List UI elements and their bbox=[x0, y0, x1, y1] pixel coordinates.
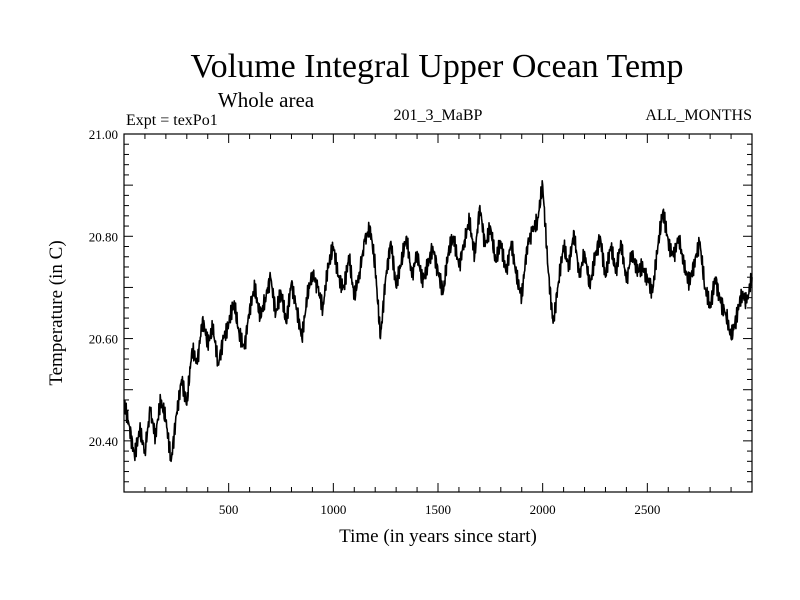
chart-title: Volume Integral Upper Ocean Temp bbox=[191, 48, 684, 85]
y-tick-label: 20.40 bbox=[89, 434, 118, 449]
temperature-series-line bbox=[123, 180, 753, 463]
y-tick-label: 21.00 bbox=[89, 127, 118, 142]
x-tick-label: 1500 bbox=[425, 502, 451, 517]
x-axis-ticks: 500 1000 1500 2000 2500 bbox=[144, 134, 732, 517]
y-tick-label: 20.80 bbox=[89, 229, 118, 244]
y-axis-ticks: 20.40 20.60 20.80 21.00 bbox=[89, 127, 752, 493]
x-axis-label: Time (in years since start) bbox=[339, 526, 537, 547]
run-label: 201_3_MaBP bbox=[394, 107, 483, 124]
x-tick-label: 500 bbox=[219, 502, 239, 517]
plot-frame bbox=[123, 133, 753, 493]
y-axis-label: Temperature (in C) bbox=[46, 240, 67, 385]
x-tick-label: 2000 bbox=[530, 502, 556, 517]
chart-subtitle: Whole area bbox=[218, 88, 315, 112]
x-tick-label: 1000 bbox=[320, 502, 346, 517]
x-tick-label: 2500 bbox=[634, 502, 660, 517]
experiment-label: Expt = texPo1 bbox=[126, 112, 218, 129]
y-tick-label: 20.60 bbox=[89, 332, 118, 347]
months-label: ALL_MONTHS bbox=[645, 107, 752, 124]
